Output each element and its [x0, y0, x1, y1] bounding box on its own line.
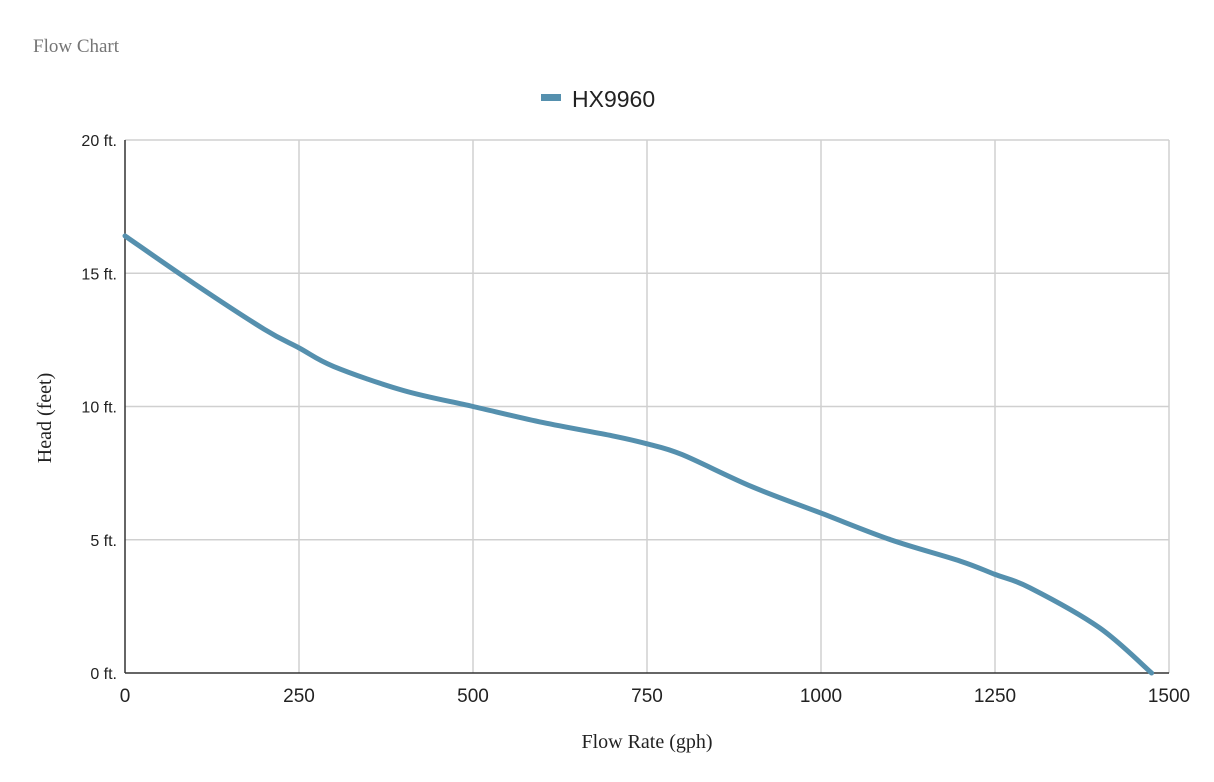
x-tick-label: 0 [120, 686, 131, 707]
y-tick-label: 10 ft. [81, 400, 117, 417]
y-tick-label: 5 ft. [90, 533, 117, 550]
x-tick-label: 750 [631, 686, 663, 707]
y-tick-label: 15 ft. [81, 266, 117, 283]
page-title: Flow Chart [33, 36, 120, 57]
x-tick-label: 250 [283, 686, 315, 707]
y-tick-label: 0 ft. [90, 666, 117, 683]
legend[interactable]: HX9960 [541, 86, 655, 112]
x-tick-label: 1000 [800, 686, 842, 707]
tick-labels: 0 250 500 750 1000 1250 1500 20 ft. 15 ft. 10 ft.… [81, 133, 1190, 707]
gridlines [124, 139, 1170, 674]
x-axis-title: Flow Rate (gph) [581, 731, 712, 753]
y-tick-label: 20 ft. [81, 133, 117, 150]
legend-swatch-icon [541, 94, 561, 101]
x-tick-label: 1250 [974, 686, 1016, 707]
y-axis-title: Head (feet) [34, 373, 56, 464]
x-tick-label: 500 [457, 686, 489, 707]
legend-label: HX9960 [572, 86, 655, 112]
series-line-hx9960[interactable] [122, 233, 1155, 676]
x-tick-label: 1500 [1148, 686, 1190, 707]
